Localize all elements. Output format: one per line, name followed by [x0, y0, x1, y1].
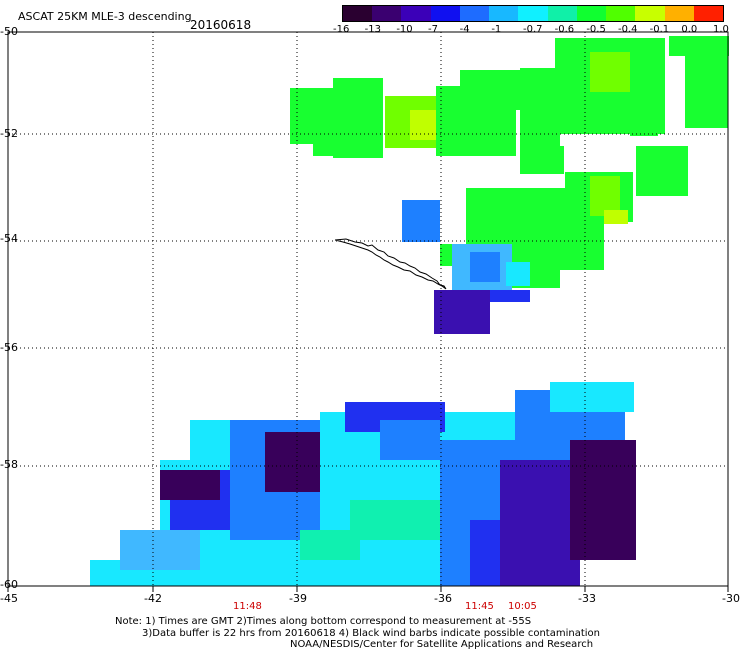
lon-label-30: -30: [722, 592, 740, 605]
note-line-3: NOAA/NESDIS/Center for Satellite Applica…: [290, 639, 594, 650]
colorbar-label: 1.0: [713, 24, 729, 35]
colorbar-label: -0.7: [523, 24, 543, 35]
swath-north-cell: [590, 176, 620, 216]
swath-north-cell: [402, 200, 440, 242]
swath-north-cell: [434, 290, 490, 334]
colorbar-swatch: [459, 6, 490, 21]
colorbar-swatch: [693, 6, 724, 21]
swath-north-cell: [630, 60, 658, 136]
lat-label-50: -50: [0, 25, 18, 38]
swath-north-cell: [290, 88, 360, 144]
time-label-1148: 11:48: [233, 601, 262, 612]
swath-south-cell: [160, 470, 220, 500]
lat-label-60: -60: [0, 578, 18, 591]
lat-label-58: -58: [0, 458, 18, 471]
colorbar-swatch: [401, 6, 431, 21]
colorbar-label: -7: [428, 24, 438, 35]
wind-speed-cells: [90, 36, 729, 586]
colorbar-label: -16: [333, 24, 350, 35]
product-date: 20160618: [190, 18, 252, 32]
swath-north-cell: [520, 68, 560, 148]
swath-north-cell: [590, 52, 630, 92]
colorbar-swatch: [489, 6, 519, 21]
colorbar-label: -0.4: [618, 24, 638, 35]
swath-south-cell: [610, 460, 634, 500]
swath-north-cell: [636, 146, 688, 196]
colorbar-swatch: [547, 6, 577, 21]
swath-south-cell: [380, 420, 440, 460]
lon-label-39: -39: [289, 592, 307, 605]
swath-north-cell: [410, 110, 440, 140]
colorbar-labels: -16 -13 -10 -7 -4 -1 -0.7 -0.6 -0.5 -0.4 -0.1 0.0 1.…: [333, 24, 729, 36]
colorbar-label: -10: [396, 24, 413, 35]
colorbar-swatch: [430, 6, 460, 21]
colorbar-label: -13: [364, 24, 381, 35]
swath-north-cell: [520, 146, 564, 174]
colorbar-label: -1: [491, 24, 502, 35]
time-label-1005: 10:05: [508, 601, 537, 612]
time-label-1145: 11:45: [465, 601, 494, 612]
swath-north-cell: [313, 140, 353, 156]
colorbar-swatch: [606, 6, 636, 21]
colorbar-label: -0.1: [649, 24, 670, 35]
colorbar-swatch: [343, 6, 373, 21]
colorbar-swatch: [518, 6, 548, 21]
colorbar-label: -0.6: [554, 24, 575, 35]
colorbar-swatch: [664, 6, 694, 21]
colorbar-label: 0.0: [681, 24, 698, 35]
colorbar: [342, 5, 724, 22]
colorbar-label: -0.5: [586, 24, 606, 35]
swath-north-cell: [470, 252, 500, 282]
swath-south-cell: [265, 432, 320, 492]
swath-north-cell: [669, 36, 729, 56]
lat-label-52: -52: [0, 127, 18, 140]
colorbar-swatch: [372, 6, 402, 21]
colorbar-swatch: [576, 6, 607, 21]
note-line-2: 3)Data buffer is 22 hrs from 20160618 4)…: [142, 628, 600, 639]
swath-north-cell: [506, 262, 530, 286]
swath-south-cell: [350, 500, 450, 540]
lon-label-33: -33: [578, 592, 596, 605]
swath-north-cell: [604, 210, 628, 224]
product-title: ASCAT 25KM MLE-3 descending: [18, 10, 192, 23]
map-gridlines: [7, 32, 729, 592]
lon-label-42: -42: [144, 592, 162, 605]
swath-north-cell: [460, 70, 530, 110]
lon-label-36: -36: [434, 592, 452, 605]
swath-south-cell: [550, 382, 634, 412]
lat-label-54: -54: [0, 232, 18, 245]
colorbar-swatch: [635, 6, 665, 21]
lon-label-45: -45: [0, 592, 18, 605]
swath-south-cell: [500, 460, 580, 586]
note-line-1: Note: 1) Times are GMT 2)Times along bot…: [115, 616, 532, 627]
map-frame: [7, 31, 729, 587]
colorbar-label: -4: [459, 24, 470, 35]
lat-label-56: -56: [0, 341, 18, 354]
swath-south-cell: [120, 530, 200, 570]
swath-north-cell: [685, 56, 728, 128]
swath-south-cell: [300, 530, 360, 560]
south-georgia-coastline: [334, 238, 447, 290]
